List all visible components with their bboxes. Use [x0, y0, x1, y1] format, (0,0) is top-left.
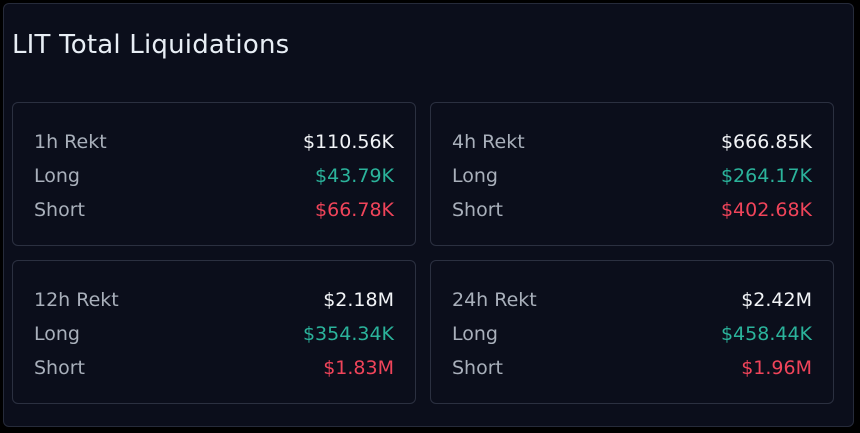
- stat-label: 12h Rekt: [34, 289, 119, 311]
- stat-label: 24h Rekt: [452, 289, 537, 311]
- stat-row: Long $43.79K: [34, 165, 394, 189]
- stat-label: 1h Rekt: [34, 131, 107, 153]
- stat-row: Long $458.44K: [452, 323, 812, 347]
- stat-label: Long: [452, 323, 498, 345]
- stat-row: Short $1.83M: [34, 357, 394, 381]
- stat-value: $1.96M: [741, 357, 812, 379]
- stat-label: Short: [34, 357, 85, 379]
- stat-card: 24h Rekt $2.42M Long $458.44K Short $1.96M: [430, 260, 834, 404]
- stat-value: $2.18M: [323, 289, 394, 311]
- stat-row: 12h Rekt $2.18M: [34, 289, 394, 313]
- stat-value: $666.85K: [720, 131, 812, 153]
- stat-row: Long $354.34K: [34, 323, 394, 347]
- stat-row: Short $1.96M: [452, 357, 812, 381]
- stat-label: Long: [34, 165, 80, 187]
- stat-label: Short: [452, 199, 503, 221]
- stat-card: 12h Rekt $2.18M Long $354.34K Short $1.83M: [12, 260, 416, 404]
- stat-value: $402.68K: [720, 199, 812, 221]
- stat-card: 4h Rekt $666.85K Long $264.17K Short $402.68K: [430, 102, 834, 246]
- stat-label: Long: [34, 323, 80, 345]
- stat-row: 4h Rekt $666.85K: [452, 131, 812, 155]
- stat-value: $110.56K: [302, 131, 394, 153]
- stat-value: $2.42M: [741, 289, 812, 311]
- stat-value: $66.78K: [315, 199, 394, 221]
- stat-row: 1h Rekt $110.56K: [34, 131, 394, 155]
- liquidations-panel: [3, 3, 854, 427]
- stat-card: 1h Rekt $110.56K Long $43.79K Short $66.78K: [12, 102, 416, 246]
- stat-value: $458.44K: [720, 323, 812, 345]
- panel-title: LIT Total Liquidations: [12, 30, 290, 60]
- stat-row: Long $264.17K: [452, 165, 812, 189]
- stat-value: $264.17K: [720, 165, 812, 187]
- stat-value: $354.34K: [302, 323, 394, 345]
- stat-label: Short: [34, 199, 85, 221]
- stat-value: $43.79K: [315, 165, 394, 187]
- stat-value: $1.83M: [323, 357, 394, 379]
- stat-label: 4h Rekt: [452, 131, 525, 153]
- stat-row: Short $402.68K: [452, 199, 812, 223]
- stat-label: Long: [452, 165, 498, 187]
- stat-row: Short $66.78K: [34, 199, 394, 223]
- stat-row: 24h Rekt $2.42M: [452, 289, 812, 313]
- stat-label: Short: [452, 357, 503, 379]
